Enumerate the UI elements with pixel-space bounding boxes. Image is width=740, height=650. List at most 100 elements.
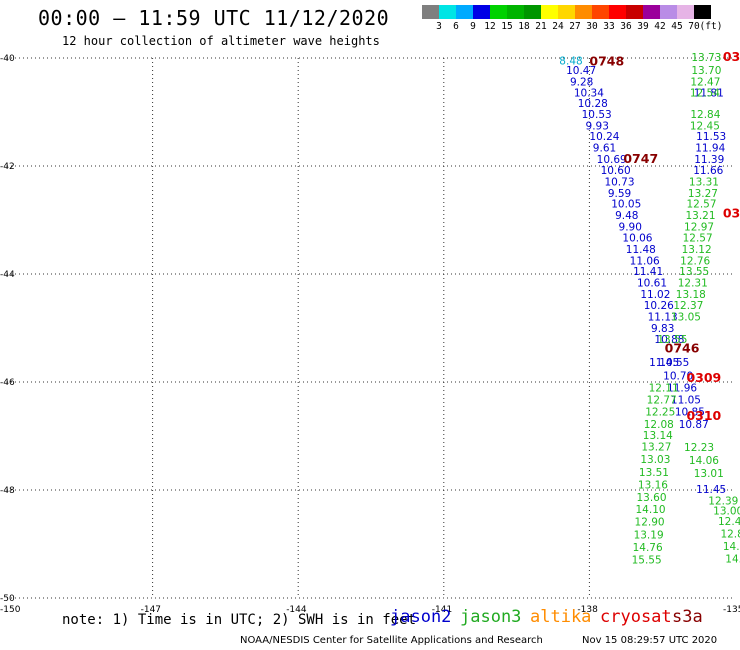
jason3-data-label: 13.21 [685, 210, 715, 222]
jason2-data-label: 10.53 [582, 109, 612, 121]
jason3-data-label: 13.31 [689, 176, 719, 188]
jason2-data-label: 9.93 [586, 120, 609, 132]
color-scale-label: 9 [470, 21, 476, 32]
jason2-data-label: 10.88 [654, 334, 684, 346]
color-scale-label: 42 [654, 21, 666, 32]
color-swatch [558, 5, 575, 19]
jason3-data-label: 12.47 [690, 77, 720, 89]
color-swatch [626, 5, 643, 19]
jason2-data-label: 10.06 [622, 233, 652, 245]
color-scale-label: 33 [603, 21, 615, 32]
cryosat-data-label: 0308 [723, 49, 740, 64]
jason3-data-label: 14.10 [636, 504, 666, 516]
jason2-data-label: 9.90 [619, 221, 642, 233]
color-scale-label: 70 [688, 21, 700, 32]
legend-item-jason3: jason3 [460, 607, 522, 627]
x-tick-label: -147 [141, 605, 161, 615]
jason3-data-label: 13.18 [676, 289, 706, 301]
jason3-data-label: 13.73 [691, 52, 721, 64]
legend-item-jason2: jason2 [390, 607, 452, 627]
jason2-data-label: 11.48 [626, 244, 656, 256]
color-scale-label: 6 [453, 21, 459, 32]
jason3-data-label: 12.84 [720, 529, 740, 541]
jason3-data-label: 12.11 [649, 383, 679, 395]
jason2-data-label: 11.96 [667, 383, 697, 395]
color-swatch [660, 5, 677, 19]
extra-data-label: 8.48 [559, 55, 582, 67]
jason3-data-label: 15.55 [632, 554, 662, 566]
jason2-data-label: 9.59 [608, 188, 631, 200]
color-swatch [524, 5, 541, 19]
jason2-data-label: 10.05 [611, 199, 641, 211]
jason2-data-label: 11.41 [633, 266, 663, 278]
jason2-data-label: 10.24 [589, 131, 619, 143]
jason2-data-label: 9.83 [651, 323, 674, 335]
s3a-data-label: 0746 [665, 340, 700, 355]
jason3-data-label: 13.70 [691, 65, 721, 77]
y-tick-label: -40 [0, 54, 15, 64]
jason2-data-label: 10.26 [644, 300, 674, 312]
jason3-data-label: 13.27 [641, 442, 671, 454]
jason2-data-label: 10.34 [574, 87, 604, 99]
jason2-data-label: 11.66 [693, 165, 723, 177]
jason3-data-label: 12.97 [684, 221, 714, 233]
jason2-data-label: 10.87 [679, 419, 709, 431]
jason3-data-label: 12.90 [635, 517, 665, 529]
jason3-data-label: 12.45 [690, 120, 720, 132]
legend-item-cryosat: cryosat [600, 607, 672, 627]
color-swatch [575, 5, 592, 19]
jason2-data-label: 9.28 [570, 77, 593, 89]
jason2-data-label: 10.69 [597, 154, 627, 166]
jason2-data-label: 11.94 [695, 142, 725, 154]
legend-item-s3a: s3a [672, 607, 703, 627]
footer-credit: NOAA/NESDIS Center for Satellite Applica… [240, 635, 543, 646]
jason3-data-label: 13.12 [682, 244, 712, 256]
color-scale-label: 39 [637, 21, 649, 32]
jason3-data-label: 12.84 [690, 109, 720, 121]
jason3-data-label: 13.00 [713, 505, 740, 517]
x-tick-label: -138 [577, 605, 598, 615]
color-scale-label: 18 [518, 21, 530, 32]
jason2-data-label: 10.61 [637, 277, 667, 289]
color-scale-label: 36 [620, 21, 632, 32]
jason3-data-label: 12.39 [708, 496, 738, 508]
jason2-data-label: 10.47 [566, 65, 596, 77]
jason3-data-label: 12.77 [647, 395, 677, 407]
jason3-data-label: 12.08 [644, 419, 674, 431]
jason3-data-label: 13.55 [679, 266, 709, 278]
x-tick-label: -135 [723, 605, 740, 615]
jason3-data-label: 14.03 [723, 541, 740, 553]
jason2-data-label: 10.60 [601, 165, 631, 177]
cryosat-data-label: 0309 [686, 370, 721, 385]
jason2-data-label: 9.61 [593, 142, 616, 154]
jason2-data-label: 10.28 [578, 98, 608, 110]
color-scale-label: 3 [436, 21, 442, 32]
subtitle: 12 hour collection of altimeter wave hei… [62, 34, 380, 48]
jason3-data-label: 12.23 [684, 442, 714, 454]
y-tick-label: -42 [0, 162, 15, 172]
s3a-data-label: 0747 [623, 151, 658, 166]
y-tick-label: -50 [0, 594, 15, 604]
color-swatch [592, 5, 609, 19]
y-tick-label: -46 [0, 378, 15, 388]
color-scale-label: 27 [569, 21, 581, 32]
jason2-data-label: 11.45 [696, 484, 726, 496]
color-swatch [677, 5, 694, 19]
jason3-data-label: 13.03 [640, 454, 670, 466]
jason3-data-label: 13.16 [638, 479, 668, 491]
color-swatch [643, 5, 660, 19]
jason3-data-label: 13.14 [643, 430, 673, 442]
color-swatch [694, 5, 711, 19]
legend-item-altika: altika [530, 607, 592, 627]
y-tick-label: -48 [0, 486, 15, 496]
jason3-data-label: 12.37 [673, 300, 703, 312]
jason3-data-label: 13.19 [634, 530, 664, 542]
color-scale-label: 21 [535, 21, 547, 32]
jason3-data-label: 12.57 [686, 199, 716, 211]
units-note: note: 1) Time is in UTC; 2) SWH is in fe… [62, 612, 417, 628]
color-swatch [609, 5, 626, 19]
jason2-data-label: 10.73 [604, 176, 634, 188]
page-title: 00:00 – 11:59 UTC 11/12/2020 [38, 6, 390, 30]
jason2-data-label: 10.70 [663, 370, 693, 382]
